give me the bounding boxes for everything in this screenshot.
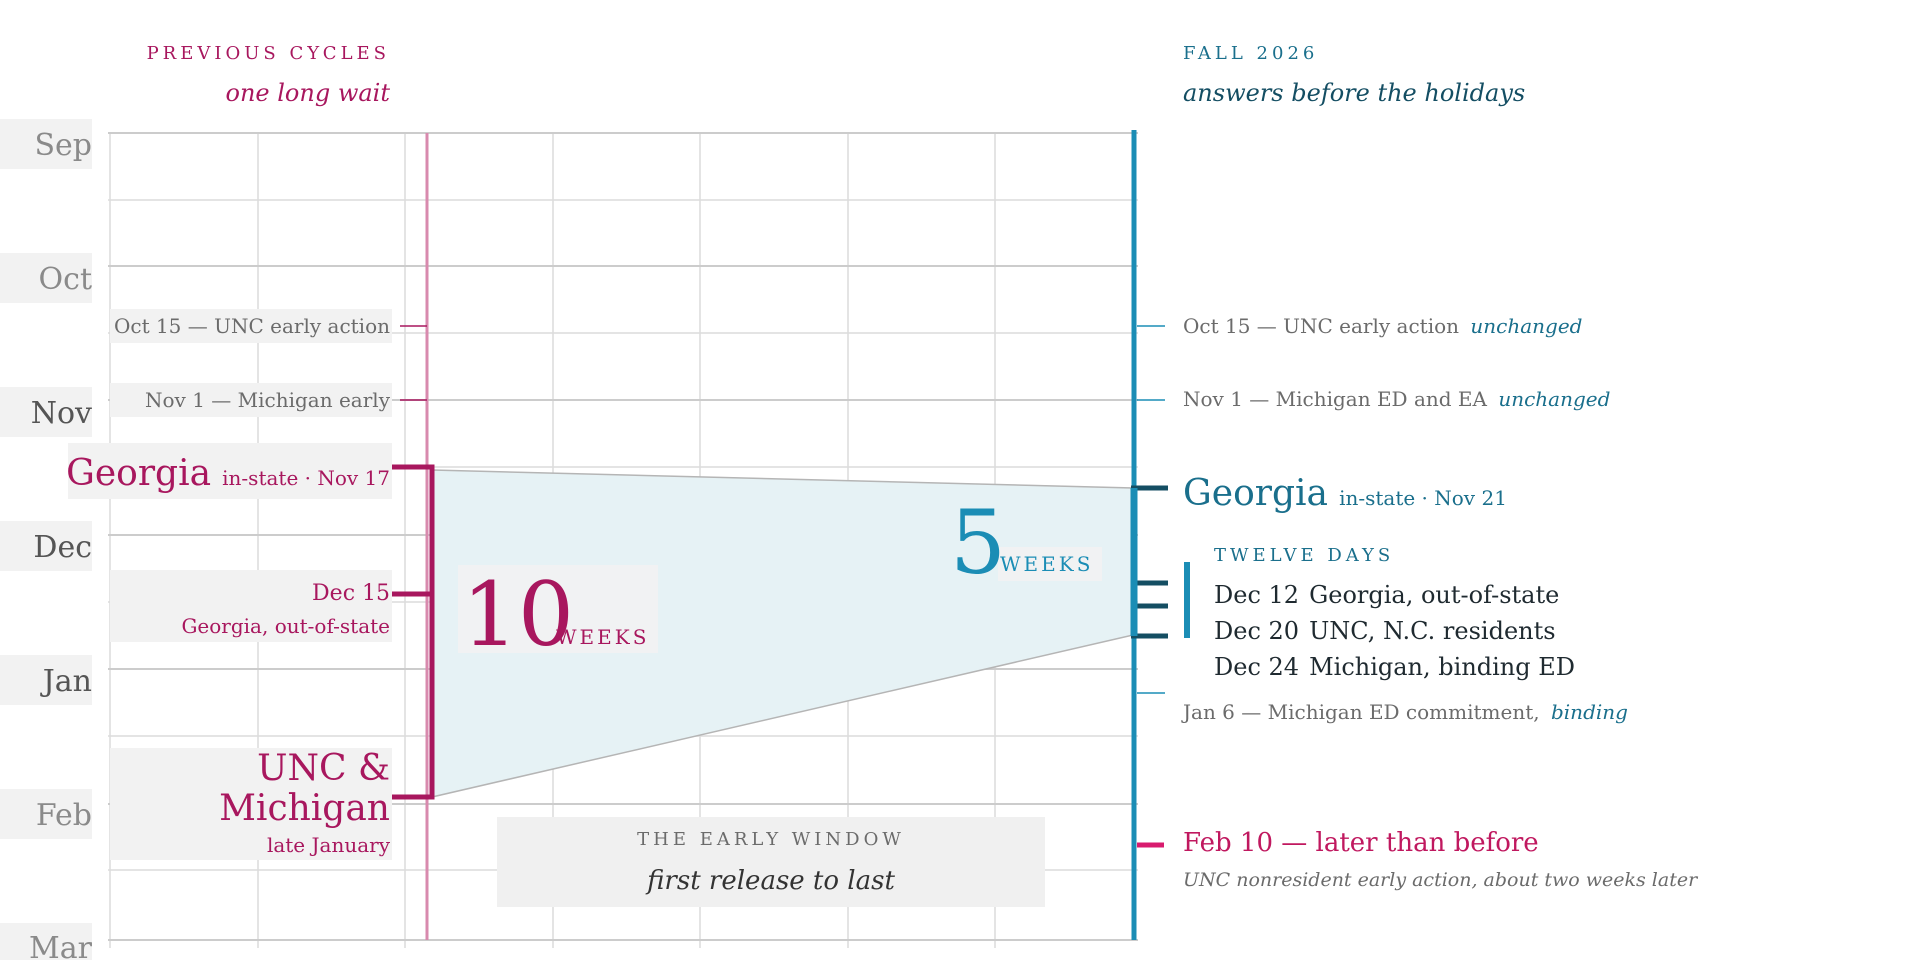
prev-dec15-detail: Georgia, out-of-state: [181, 614, 390, 638]
month-oct: Oct: [39, 262, 92, 297]
month-sep: Sep: [34, 128, 92, 163]
ten-weeks-unit: WEEKS: [556, 625, 649, 649]
month-labels: Sep Oct Nov Dec Jan Feb Mar: [0, 119, 93, 960]
fall-georgia: Georgia in-state · Nov 21: [1183, 473, 1507, 514]
fall-2026-subtitle: answers before the holidays: [1183, 79, 1525, 107]
fall-2026-eyebrow: FALL 2026: [1183, 43, 1318, 64]
prev-unc-ea: Oct 15 — UNC early action: [114, 314, 390, 338]
fall-jan6: Jan 6 — Michigan ED commitment, binding: [1181, 700, 1628, 724]
release-dec12: Dec 12 Georgia, out-of-state: [1214, 581, 1559, 609]
month-mar: Mar: [29, 931, 93, 960]
previous-cycles-subtitle: one long wait: [226, 79, 391, 107]
month-nov: Nov: [31, 396, 92, 431]
twelve-days-label: TWELVE DAYS: [1214, 545, 1394, 566]
release-dec24: Dec 24 Michigan, binding ED: [1214, 653, 1575, 681]
fall-feb10: Feb 10 — later than before: [1183, 828, 1539, 858]
early-window-subtitle: first release to last: [645, 866, 895, 896]
fall-feb10-detail: UNC nonresident early action, about two …: [1183, 869, 1699, 891]
prev-unc-mich-detail: late January: [267, 833, 391, 857]
five-weeks-number: 5: [950, 491, 1006, 594]
early-window-caption: THE EARLY WINDOW first release to last: [497, 817, 1045, 907]
five-weeks-unit: WEEKS: [1000, 552, 1093, 576]
previous-cycles-eyebrow: PREVIOUS CYCLES: [147, 43, 390, 64]
prev-georgia: Georgia in-state · Nov 17: [66, 453, 390, 494]
prev-unc-mich-line2: Michigan: [219, 788, 390, 829]
fall-mich: Nov 1 — Michigan ED and EA unchanged: [1183, 387, 1610, 411]
ten-weeks-bracket: [392, 464, 435, 800]
early-window-title: THE EARLY WINDOW: [637, 829, 905, 850]
fall-unc-ea: Oct 15 — UNC early action unchanged: [1183, 314, 1582, 338]
fall2026-bracket: [1130, 485, 1168, 639]
prev-unc-mich-line1: UNC &: [257, 748, 390, 789]
month-jan: Jan: [40, 664, 92, 699]
header-left: PREVIOUS CYCLES one long wait: [147, 43, 391, 107]
fall2026-labels: Oct 15 — UNC early action unchanged Nov …: [1181, 314, 1699, 891]
release-dec20: Dec 20 UNC, N.C. residents: [1214, 617, 1556, 645]
month-feb: Feb: [36, 798, 92, 833]
month-dec: Dec: [33, 530, 92, 565]
previous-labels: Oct 15 — UNC early action Nov 1 — Michig…: [66, 309, 392, 860]
header-right: FALL 2026 answers before the holidays: [1183, 43, 1525, 107]
prev-dec15-date: Dec 15: [312, 581, 390, 606]
prev-mich-early: Nov 1 — Michigan early: [145, 388, 391, 412]
ten-weeks-number: 10: [462, 563, 574, 666]
